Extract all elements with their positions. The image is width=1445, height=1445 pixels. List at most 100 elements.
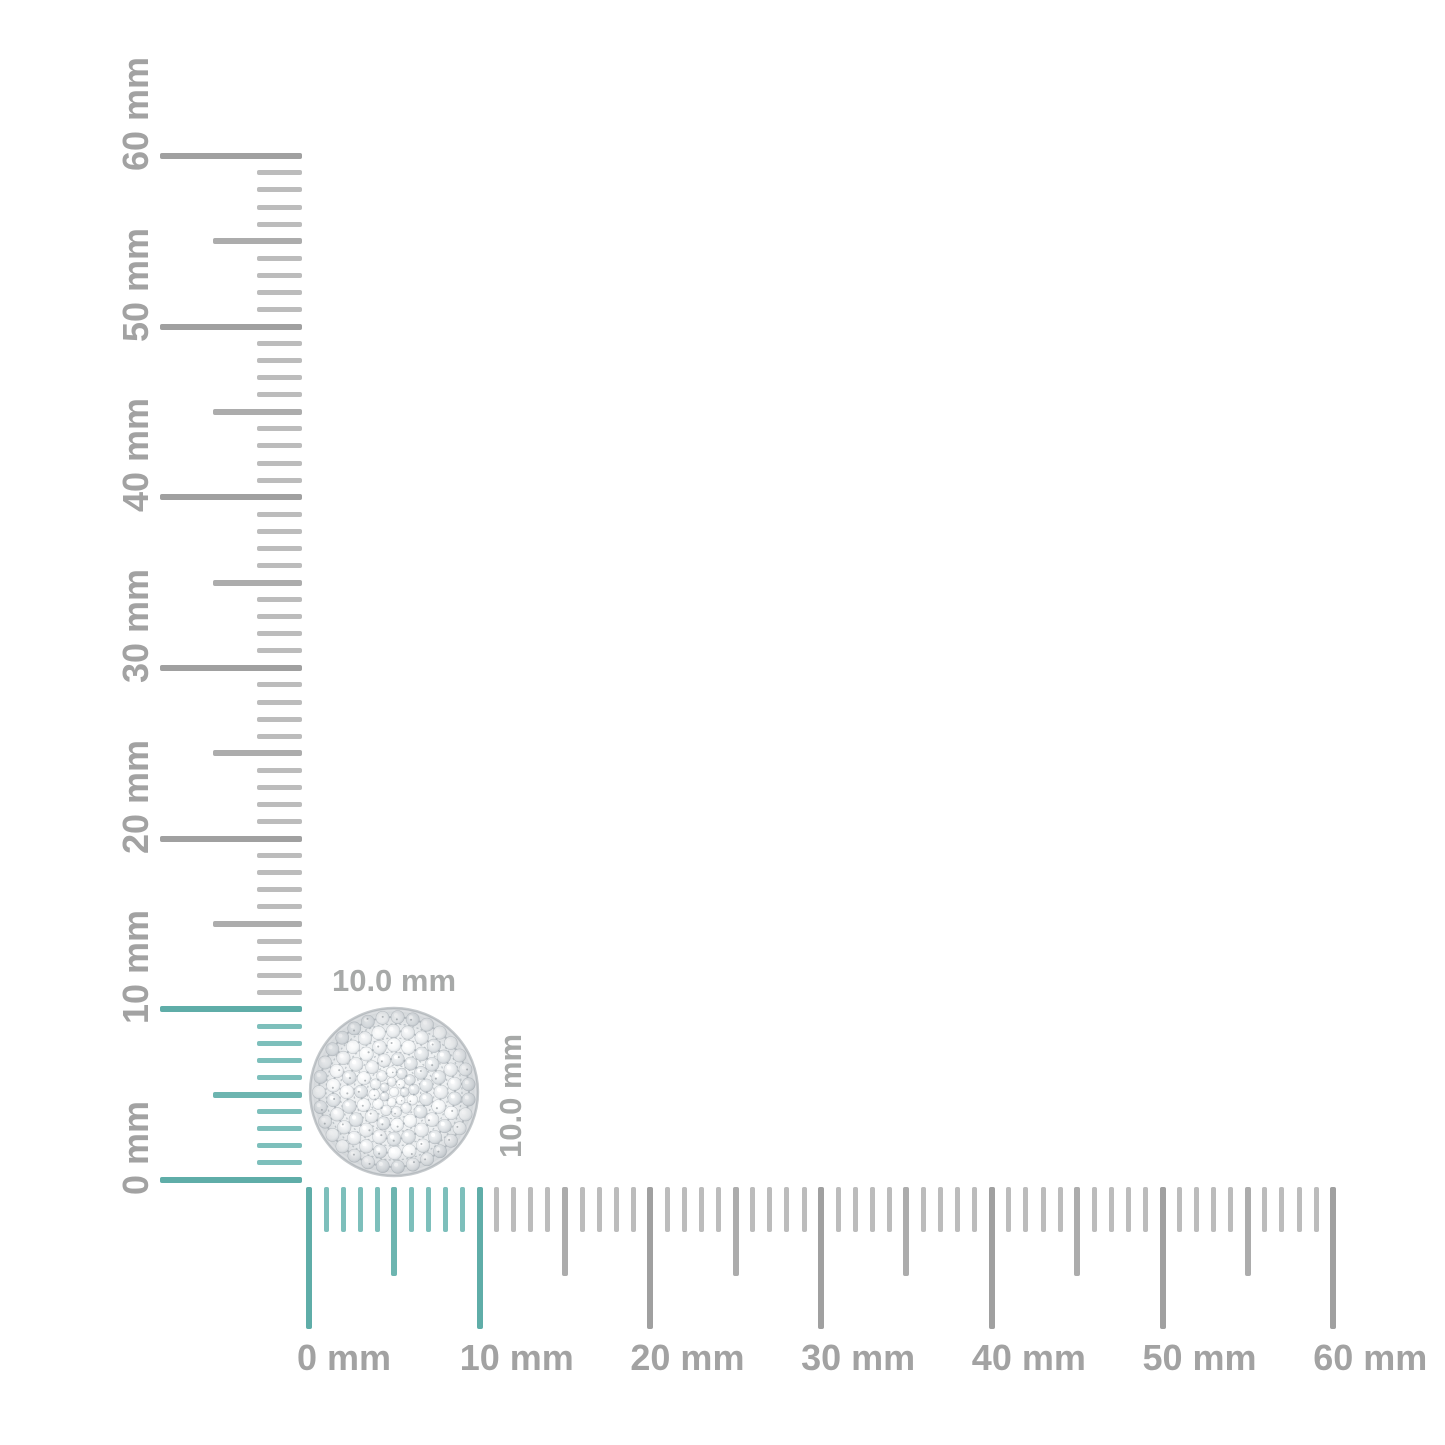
h-ruler-label-50mm: 50 mm: [1142, 1337, 1257, 1378]
v-tick-60mm: [160, 152, 302, 159]
h-ruler-label-10mm: 10 mm: [459, 1337, 574, 1378]
v-tick-5mm: [213, 1091, 302, 1098]
h-ruler-label-60mm: 60 mm: [1313, 1337, 1428, 1378]
h-tick-36mm: [921, 1187, 927, 1232]
item-height-label: 10.0 mm: [493, 1033, 528, 1158]
h-ruler-label-30mm: 30 mm: [801, 1337, 916, 1378]
h-tick-8mm: [443, 1187, 449, 1232]
h-tick-38mm: [955, 1187, 961, 1232]
v-tick-41mm: [257, 477, 302, 483]
h-tick-45mm: [1074, 1187, 1081, 1276]
v-tick-46mm: [257, 392, 302, 398]
v-ruler-label-30mm: 30 mm: [115, 568, 156, 683]
v-tick-57mm: [257, 204, 302, 210]
v-tick-0mm: [160, 1177, 302, 1183]
v-tick-44mm: [257, 426, 302, 432]
v-tick-28mm: [257, 699, 302, 705]
v-tick-6mm: [257, 1075, 302, 1081]
h-tick-13mm: [528, 1187, 534, 1232]
v-tick-34mm: [257, 597, 302, 603]
v-tick-25mm: [213, 750, 302, 757]
v-tick-22mm: [257, 801, 302, 807]
v-tick-58mm: [257, 187, 302, 193]
h-tick-12mm: [511, 1187, 517, 1232]
h-tick-58mm: [1296, 1187, 1302, 1232]
item-width-label: 10.0 mm: [331, 963, 457, 998]
v-tick-23mm: [257, 784, 302, 790]
h-tick-14mm: [545, 1187, 551, 1232]
v-tick-21mm: [257, 819, 302, 825]
h-tick-42mm: [1023, 1187, 1029, 1232]
h-tick-49mm: [1142, 1187, 1148, 1232]
h-ruler-label-20mm: 20 mm: [630, 1337, 745, 1378]
h-tick-32mm: [852, 1187, 858, 1232]
v-tick-10mm: [160, 1006, 302, 1013]
h-tick-50mm: [1159, 1187, 1166, 1329]
h-tick-23mm: [699, 1187, 705, 1232]
v-tick-59mm: [257, 170, 302, 176]
h-tick-57mm: [1279, 1187, 1285, 1232]
v-tick-29mm: [257, 682, 302, 688]
h-tick-35mm: [903, 1187, 910, 1276]
h-tick-47mm: [1108, 1187, 1114, 1232]
v-tick-54mm: [257, 255, 302, 261]
v-ruler-label-20mm: 20 mm: [115, 739, 156, 854]
v-tick-38mm: [257, 528, 302, 534]
v-ruler-label-60mm: 60 mm: [115, 56, 156, 171]
v-tick-20mm: [160, 835, 302, 842]
v-tick-11mm: [257, 989, 302, 995]
h-tick-11mm: [494, 1187, 500, 1232]
v-tick-8mm: [257, 1040, 302, 1046]
h-tick-55mm: [1244, 1187, 1251, 1276]
h-tick-17mm: [596, 1187, 602, 1232]
v-tick-48mm: [257, 358, 302, 364]
v-tick-24mm: [257, 767, 302, 773]
h-tick-19mm: [630, 1187, 636, 1232]
h-tick-30mm: [818, 1187, 825, 1329]
v-tick-50mm: [160, 323, 302, 330]
v-tick-42mm: [257, 460, 302, 466]
h-tick-28mm: [784, 1187, 790, 1232]
h-tick-48mm: [1125, 1187, 1131, 1232]
h-tick-20mm: [647, 1187, 654, 1329]
h-tick-31mm: [835, 1187, 841, 1232]
v-tick-1mm: [257, 1160, 302, 1166]
h-tick-22mm: [682, 1187, 688, 1232]
v-tick-49mm: [257, 341, 302, 347]
v-tick-13mm: [257, 955, 302, 961]
h-tick-26mm: [750, 1187, 756, 1232]
v-tick-45mm: [213, 408, 302, 415]
v-tick-51mm: [257, 306, 302, 312]
h-ruler-label-0mm: 0 mm: [297, 1337, 392, 1378]
h-tick-41mm: [1006, 1187, 1012, 1232]
v-tick-36mm: [257, 562, 302, 568]
v-tick-31mm: [257, 648, 302, 654]
jewel-edge-shading: [310, 1008, 478, 1176]
v-tick-32mm: [257, 631, 302, 637]
v-tick-35mm: [213, 579, 302, 586]
h-tick-39mm: [972, 1187, 978, 1232]
v-tick-56mm: [257, 221, 302, 227]
h-tick-53mm: [1211, 1187, 1217, 1232]
h-tick-27mm: [767, 1187, 773, 1232]
pave-cluster-disc-image: [308, 1006, 480, 1178]
h-tick-0mm: [306, 1187, 312, 1329]
v-tick-14mm: [257, 938, 302, 944]
h-tick-21mm: [664, 1187, 670, 1232]
v-ruler-label-10mm: 10 mm: [115, 910, 156, 1025]
h-tick-43mm: [1040, 1187, 1046, 1232]
v-tick-7mm: [257, 1058, 302, 1063]
h-tick-29mm: [801, 1187, 807, 1232]
v-tick-4mm: [257, 1109, 302, 1115]
h-tick-46mm: [1091, 1187, 1097, 1232]
v-ruler-label-40mm: 40 mm: [115, 398, 156, 513]
h-tick-51mm: [1177, 1187, 1183, 1232]
h-tick-37mm: [938, 1187, 944, 1232]
h-tick-59mm: [1313, 1187, 1319, 1232]
v-tick-33mm: [257, 614, 302, 620]
v-tick-43mm: [257, 443, 302, 449]
h-tick-16mm: [579, 1187, 585, 1232]
h-ruler-label-40mm: 40 mm: [971, 1337, 1086, 1378]
h-tick-40mm: [988, 1187, 995, 1329]
